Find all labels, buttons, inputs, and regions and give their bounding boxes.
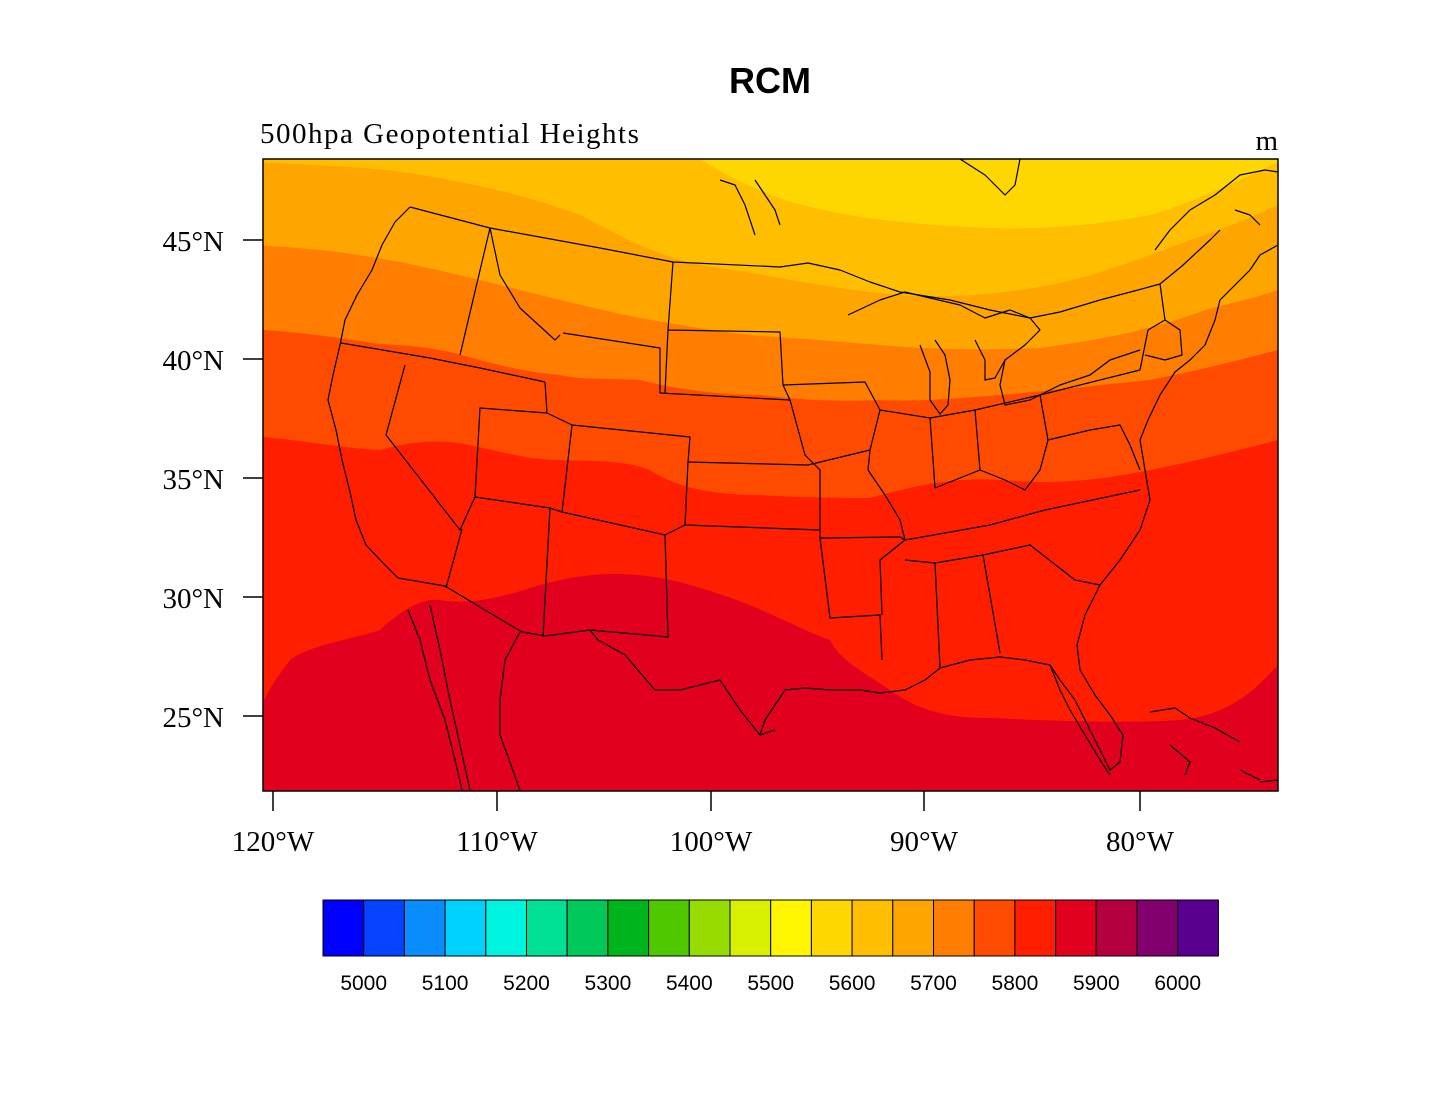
lon-label-110: 110°W — [456, 826, 538, 858]
lon-axis — [272, 791, 1141, 811]
colorbar-box — [810, 899, 853, 957]
colorbar-box — [363, 899, 405, 957]
colorbar-box — [444, 899, 487, 957]
lat-label-25: 25°N — [162, 702, 224, 734]
lat-axis — [243, 239, 263, 717]
lat-labels: 45°N 40°N 35°N 30°N 25°N — [162, 226, 224, 734]
colorbar-box — [973, 899, 1016, 957]
colorbar-box — [729, 899, 772, 957]
colorbar-box — [648, 899, 690, 957]
map-title: RCM — [729, 60, 811, 101]
colorbar-label: 5800 — [992, 972, 1039, 995]
colorbar-label: 5100 — [422, 972, 469, 995]
west-coast — [327, 206, 411, 579]
colorbar-box — [526, 899, 568, 957]
colorbar-box — [1055, 899, 1097, 957]
band-5600 — [700, 159, 1278, 229]
colorbar-label: 5400 — [666, 972, 713, 995]
lat-label-45: 45°N — [162, 226, 224, 258]
colorbar-label: 5600 — [829, 972, 876, 995]
colorbar-label: 5700 — [910, 972, 957, 995]
colorbar-box — [322, 899, 365, 957]
northern-border — [409, 206, 1221, 319]
lat-label-35: 35°N — [162, 464, 224, 496]
colorbar-label: 5500 — [747, 972, 794, 995]
colorbar-box — [485, 899, 527, 957]
mexico-border — [397, 577, 776, 736]
colorbar-label: 5900 — [1073, 972, 1120, 995]
lon-label-80: 80°W — [1106, 826, 1175, 858]
lon-labels: 120°W 110°W 100°W 90°W 80°W — [232, 826, 1175, 858]
colorbar-box — [933, 899, 975, 957]
mexico-interior — [429, 604, 521, 791]
lon-label-100: 100°W — [670, 826, 753, 858]
colorbar-label: 5200 — [503, 972, 550, 995]
colorbar-box — [1095, 899, 1138, 957]
political-boundaries — [327, 159, 1278, 791]
great-lakes — [847, 291, 1141, 415]
colorbar-label: 5000 — [340, 972, 387, 995]
canada-lakes — [719, 159, 1021, 236]
colorbar — [322, 899, 1219, 957]
colorbar-label: 6000 — [1154, 972, 1201, 995]
lon-label-90: 90°W — [890, 826, 959, 858]
colorbar-labels: 5000 5100 5200 5300 5400 5500 5600 5700 5800 5900… — [340, 972, 1201, 995]
caribbean — [1149, 707, 1278, 783]
colorbar-box — [403, 899, 446, 957]
canada-east — [1154, 169, 1278, 271]
colorbar-label: 5300 — [585, 972, 632, 995]
left-string: 500hpa Geopotential Heights — [260, 118, 640, 150]
baja — [407, 609, 463, 791]
lon-label-120: 120°W — [232, 826, 315, 858]
colorbar-box — [1136, 899, 1179, 957]
colorbar-box — [1177, 899, 1219, 957]
florida-west — [1049, 664, 1111, 776]
colorbar-box — [688, 899, 731, 957]
units-label: m — [1255, 125, 1278, 157]
colorbar-box — [770, 899, 812, 957]
state-lines-central — [664, 261, 906, 661]
map-frame — [262, 158, 1279, 792]
colorbar-box — [892, 899, 934, 957]
colorbar-box — [566, 899, 609, 957]
lat-label-40: 40°N — [162, 345, 224, 377]
colorbar-box — [851, 899, 894, 957]
lat-label-30: 30°N — [162, 583, 224, 615]
contour-fill — [263, 159, 1278, 791]
colorbar-box — [1014, 899, 1057, 957]
colorbar-box — [607, 899, 650, 957]
gulf-coast — [759, 269, 1251, 771]
